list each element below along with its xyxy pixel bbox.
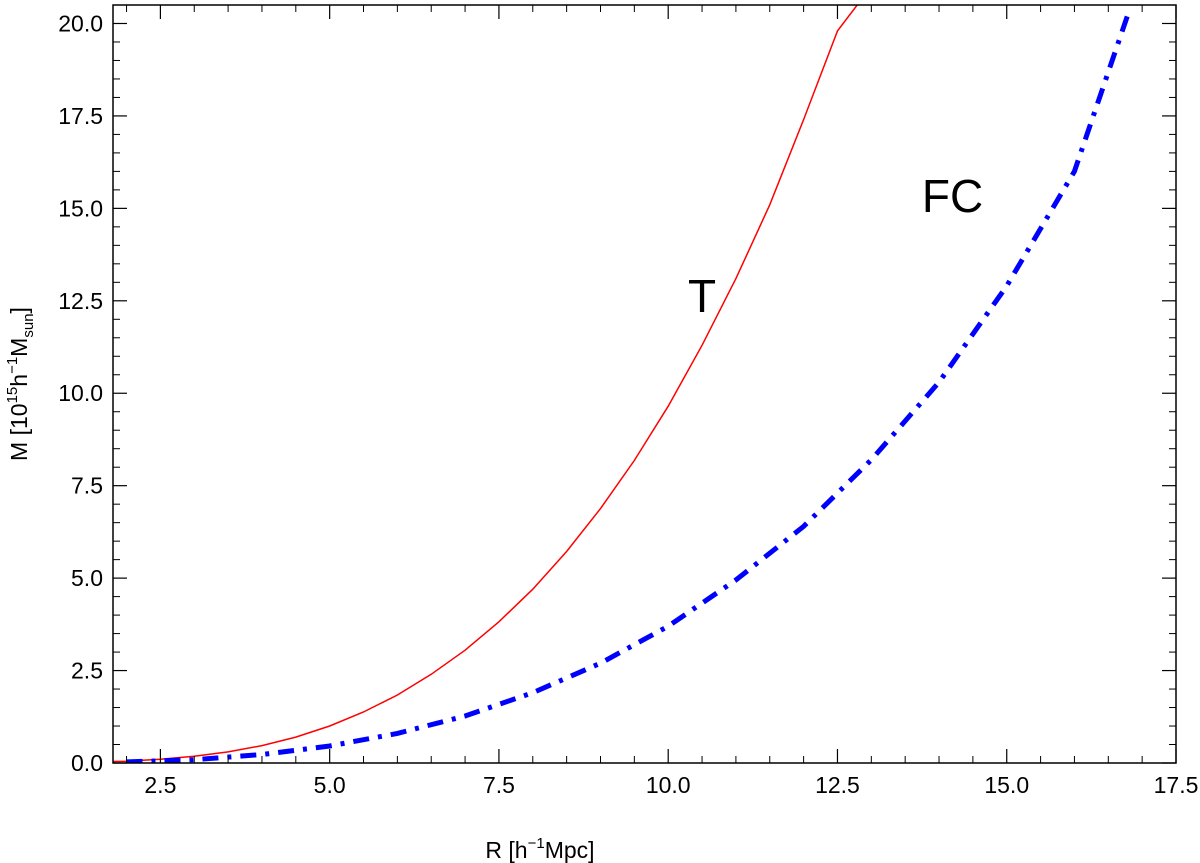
y-tick-label: 20.0	[58, 10, 103, 36]
y-tick-label: 12.5	[58, 288, 103, 314]
x-tick-label: 10.0	[646, 772, 691, 798]
y-tick-label: 7.5	[71, 473, 103, 499]
x-tick-label: 17.5	[1154, 772, 1199, 798]
y-tick-label: 15.0	[58, 195, 103, 221]
annotation-label: FC	[922, 170, 983, 222]
x-tick-label: 7.5	[483, 772, 515, 798]
annotations-layer: T FC	[688, 170, 983, 322]
x-tick-label: 5.0	[314, 772, 346, 798]
y-tick-label: 10.0	[58, 380, 103, 406]
y-tick-label: 17.5	[58, 103, 103, 129]
x-axis-title: R [h−1Mpc]	[485, 835, 594, 863]
plot-frame	[112, 4, 1177, 764]
y-axis-ticks: 0.0 2.5 5.0 7.5 10.0 12.5 15.0 17.5 20.0	[58, 4, 1176, 776]
y-tick-label: 5.0	[71, 565, 103, 591]
y-axis-title: M [1015h−1Msun]	[4, 307, 37, 461]
y-tick-label: 0.0	[71, 750, 103, 776]
x-tick-label: 15.0	[984, 772, 1029, 798]
x-tick-label: 12.5	[815, 772, 860, 798]
series-layer	[113, 5, 1131, 763]
series-line-fc	[126, 11, 1131, 763]
annotation-label: T	[688, 270, 716, 322]
x-axis-ticks: 2.5 5.0 7.5 10.0 12.5 15.0 17.5	[126, 5, 1199, 798]
series-line-t	[113, 5, 859, 763]
x-tick-label: 2.5	[144, 772, 176, 798]
y-tick-label: 2.5	[71, 658, 103, 684]
